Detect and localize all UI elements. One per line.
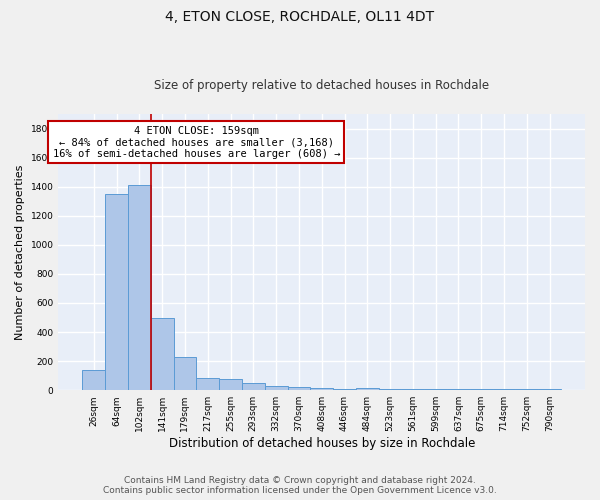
Bar	[173, 357, 196, 390]
Bar	[128, 185, 151, 390]
Bar	[242, 383, 265, 390]
Bar	[333, 389, 356, 390]
Bar	[265, 386, 287, 390]
Bar	[105, 194, 128, 390]
Y-axis label: Number of detached properties: Number of detached properties	[15, 164, 25, 340]
Text: 4, ETON CLOSE, ROCHDALE, OL11 4DT: 4, ETON CLOSE, ROCHDALE, OL11 4DT	[166, 10, 434, 24]
X-axis label: Distribution of detached houses by size in Rochdale: Distribution of detached houses by size …	[169, 437, 475, 450]
Bar	[356, 388, 379, 390]
Bar	[310, 388, 333, 390]
Text: Contains HM Land Registry data © Crown copyright and database right 2024.
Contai: Contains HM Land Registry data © Crown c…	[103, 476, 497, 495]
Bar	[151, 318, 173, 390]
Bar	[379, 389, 401, 390]
Bar	[219, 378, 242, 390]
Bar	[82, 370, 105, 390]
Title: Size of property relative to detached houses in Rochdale: Size of property relative to detached ho…	[154, 79, 489, 92]
Bar	[196, 378, 219, 390]
Bar	[287, 388, 310, 390]
Bar	[401, 389, 424, 390]
Text: 4 ETON CLOSE: 159sqm
← 84% of detached houses are smaller (3,168)
16% of semi-de: 4 ETON CLOSE: 159sqm ← 84% of detached h…	[53, 126, 340, 159]
